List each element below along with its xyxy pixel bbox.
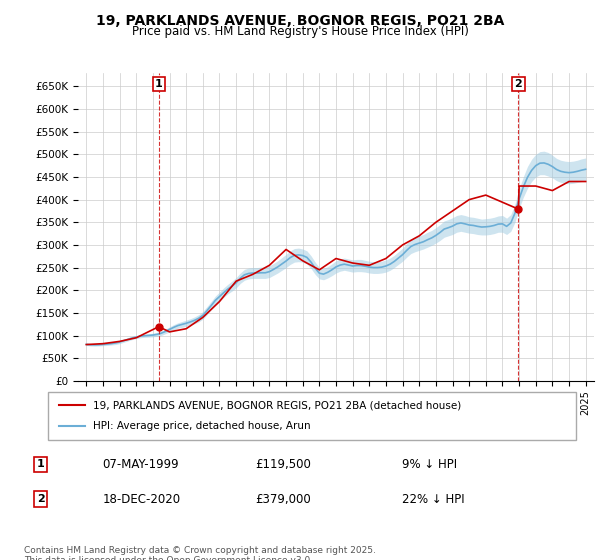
Text: 07-MAY-1999: 07-MAY-1999	[103, 458, 179, 471]
Text: £119,500: £119,500	[255, 458, 311, 471]
Text: £379,000: £379,000	[255, 492, 311, 506]
Text: 22% ↓ HPI: 22% ↓ HPI	[401, 492, 464, 506]
Text: Contains HM Land Registry data © Crown copyright and database right 2025.
This d: Contains HM Land Registry data © Crown c…	[24, 546, 376, 560]
FancyBboxPatch shape	[48, 392, 576, 440]
Text: 19, PARKLANDS AVENUE, BOGNOR REGIS, PO21 2BA: 19, PARKLANDS AVENUE, BOGNOR REGIS, PO21…	[96, 14, 504, 28]
Text: 1: 1	[37, 459, 44, 469]
Text: 2: 2	[37, 494, 44, 504]
Text: 19, PARKLANDS AVENUE, BOGNOR REGIS, PO21 2BA (detached house): 19, PARKLANDS AVENUE, BOGNOR REGIS, PO21…	[93, 400, 461, 410]
Text: 2: 2	[515, 79, 523, 89]
Text: 1: 1	[155, 79, 163, 89]
Text: HPI: Average price, detached house, Arun: HPI: Average price, detached house, Arun	[93, 421, 311, 431]
Text: 18-DEC-2020: 18-DEC-2020	[103, 492, 181, 506]
Text: Price paid vs. HM Land Registry's House Price Index (HPI): Price paid vs. HM Land Registry's House …	[131, 25, 469, 38]
Text: 9% ↓ HPI: 9% ↓ HPI	[401, 458, 457, 471]
